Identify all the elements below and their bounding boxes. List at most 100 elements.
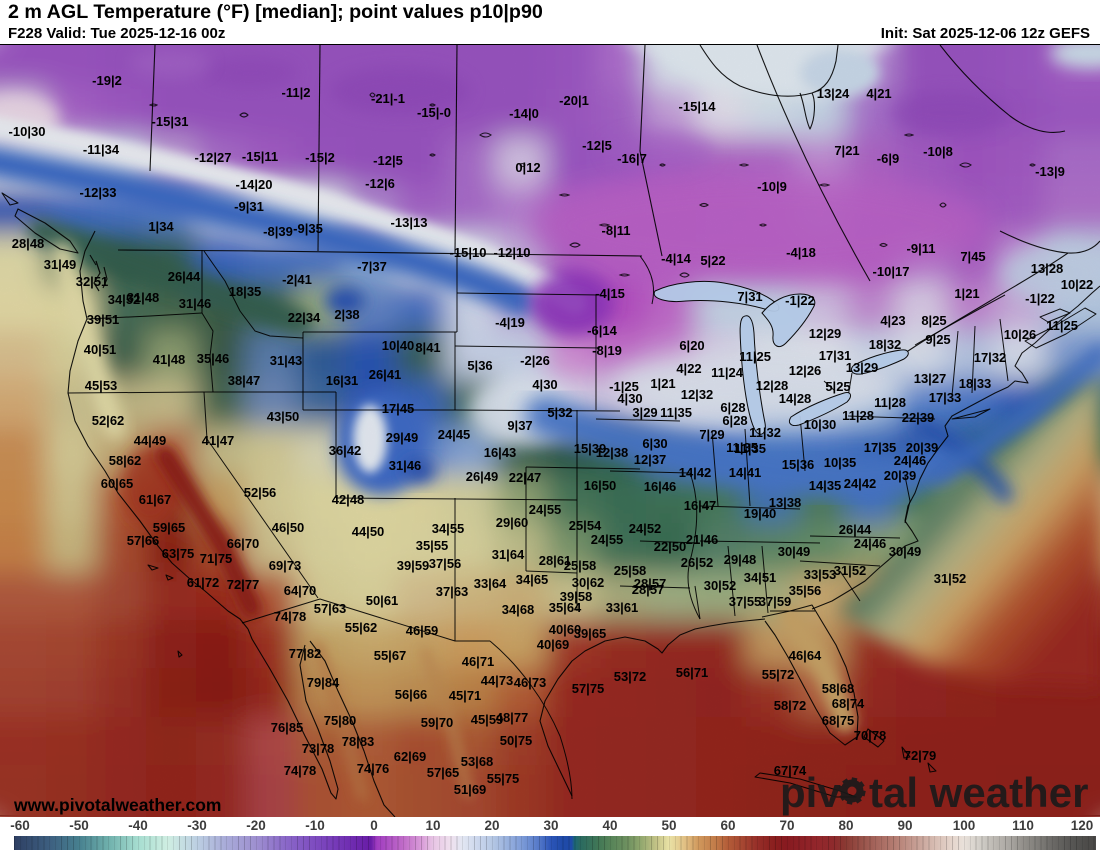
svg-text:67|74: 67|74 — [774, 763, 807, 778]
svg-text:33|61: 33|61 — [606, 600, 639, 615]
svg-text:50|75: 50|75 — [500, 733, 533, 748]
svg-text:24|46: 24|46 — [894, 453, 927, 468]
svg-text:64|70: 64|70 — [284, 583, 317, 598]
svg-text:55|62: 55|62 — [345, 620, 378, 635]
svg-text:12|26: 12|26 — [789, 363, 822, 378]
svg-text:-15|31: -15|31 — [152, 114, 189, 129]
svg-text:52|56: 52|56 — [244, 485, 277, 500]
svg-text:5|32: 5|32 — [547, 405, 572, 420]
svg-text:6|20: 6|20 — [679, 338, 704, 353]
svg-text:0|12: 0|12 — [515, 160, 540, 175]
svg-text:18|33: 18|33 — [959, 376, 992, 391]
svg-text:10|30: 10|30 — [804, 417, 837, 432]
svg-text:28|57: 28|57 — [632, 582, 665, 597]
svg-text:4|21: 4|21 — [866, 86, 891, 101]
svg-text:46|59: 46|59 — [406, 623, 439, 638]
svg-text:24|45: 24|45 — [438, 427, 471, 442]
svg-text:28|61: 28|61 — [539, 553, 572, 568]
svg-text:7|29: 7|29 — [699, 427, 724, 442]
svg-text:55|67: 55|67 — [374, 648, 407, 663]
svg-text:44|50: 44|50 — [352, 524, 385, 539]
svg-text:39|58: 39|58 — [560, 589, 593, 604]
svg-text:-14|20: -14|20 — [236, 177, 273, 192]
svg-text:37|63: 37|63 — [436, 584, 469, 599]
svg-text:-10|30: -10|30 — [9, 124, 46, 139]
svg-text:7|31: 7|31 — [737, 289, 762, 304]
svg-text:11|28: 11|28 — [842, 408, 874, 423]
svg-text:-4|14: -4|14 — [661, 251, 691, 266]
svg-text:37|59: 37|59 — [759, 594, 792, 609]
svg-text:57|63: 57|63 — [314, 601, 347, 616]
svg-text:50|61: 50|61 — [366, 593, 399, 608]
svg-text:30|49: 30|49 — [889, 544, 922, 559]
svg-text:4|22: 4|22 — [676, 361, 701, 376]
svg-text:-6|14: -6|14 — [587, 323, 617, 338]
svg-text:13|38: 13|38 — [769, 495, 802, 510]
svg-text:16|50: 16|50 — [584, 478, 617, 493]
svg-text:34|51: 34|51 — [744, 570, 777, 585]
svg-text:15|36: 15|36 — [782, 457, 815, 472]
svg-text:74|78: 74|78 — [274, 609, 307, 624]
svg-text:16|46: 16|46 — [644, 479, 677, 494]
svg-text:12|29: 12|29 — [809, 326, 842, 341]
svg-text:-21|-1: -21|-1 — [371, 91, 405, 106]
svg-text:63|75: 63|75 — [162, 546, 195, 561]
svg-text:-20|1: -20|1 — [559, 93, 589, 108]
svg-text:9|25: 9|25 — [925, 332, 950, 347]
svg-text:-2|41: -2|41 — [282, 272, 312, 287]
svg-text:60|65: 60|65 — [101, 476, 134, 491]
svg-text:53|68: 53|68 — [461, 754, 494, 769]
svg-text:25|54: 25|54 — [569, 518, 602, 533]
svg-text:76|85: 76|85 — [271, 720, 304, 735]
svg-text:13|24: 13|24 — [817, 86, 850, 101]
svg-text:39|51: 39|51 — [87, 312, 120, 327]
svg-text:56|66: 56|66 — [395, 687, 428, 702]
svg-text:35|64: 35|64 — [549, 600, 582, 615]
svg-text:5|25: 5|25 — [825, 379, 850, 394]
svg-text:52|62: 52|62 — [92, 413, 125, 428]
svg-text:-9|11: -9|11 — [907, 241, 936, 256]
svg-text:14|28: 14|28 — [779, 391, 812, 406]
svg-text:4|23: 4|23 — [880, 313, 905, 328]
svg-text:31|64: 31|64 — [492, 547, 525, 562]
svg-text:33|64: 33|64 — [474, 576, 507, 591]
svg-text:24|55: 24|55 — [591, 532, 624, 547]
svg-text:61|72: 61|72 — [187, 575, 220, 590]
svg-text:15|39: 15|39 — [574, 441, 607, 456]
svg-text:55|72: 55|72 — [762, 667, 795, 682]
svg-text:piv: piv — [780, 769, 841, 816]
svg-text:-12|33: -12|33 — [80, 185, 117, 200]
svg-text:44|49: 44|49 — [134, 433, 167, 448]
svg-text:41|47: 41|47 — [202, 433, 235, 448]
svg-text:45|59: 45|59 — [471, 712, 504, 727]
svg-text:73|78: 73|78 — [302, 741, 335, 756]
svg-text:30|52: 30|52 — [704, 578, 737, 593]
svg-text:34|52: 34|52 — [108, 292, 141, 307]
svg-text:11|25: 11|25 — [739, 349, 771, 364]
svg-text:-1|22: -1|22 — [1025, 291, 1055, 306]
svg-text:57|75: 57|75 — [572, 681, 605, 696]
svg-text:18|35: 18|35 — [229, 284, 262, 299]
svg-text:59|70: 59|70 — [421, 715, 454, 730]
svg-text:34|68: 34|68 — [502, 602, 535, 617]
svg-text:9|37: 9|37 — [507, 418, 532, 433]
svg-text:40|51: 40|51 — [84, 342, 117, 357]
svg-text:26|44: 26|44 — [839, 522, 872, 537]
svg-text:44|73: 44|73 — [481, 673, 514, 688]
svg-text:-7|37: -7|37 — [357, 259, 387, 274]
svg-text:26|49: 26|49 — [466, 469, 499, 484]
svg-text:-12|10: -12|10 — [494, 245, 531, 260]
svg-text:-16|7: -16|7 — [617, 151, 647, 166]
svg-text:20|39: 20|39 — [884, 468, 917, 483]
svg-text:24|55: 24|55 — [529, 502, 562, 517]
svg-text:1|21: 1|21 — [650, 376, 675, 391]
svg-text:2|38: 2|38 — [334, 307, 359, 322]
svg-text:25|58: 25|58 — [564, 558, 597, 573]
svg-text:68|75: 68|75 — [822, 713, 855, 728]
svg-text:11|35: 11|35 — [660, 405, 692, 420]
svg-text:-12|27: -12|27 — [195, 150, 232, 165]
svg-text:-9|31: -9|31 — [234, 199, 264, 214]
svg-text:13|27: 13|27 — [914, 371, 947, 386]
svg-text:3|29: 3|29 — [632, 405, 657, 420]
svg-text:-4|19: -4|19 — [495, 315, 525, 330]
